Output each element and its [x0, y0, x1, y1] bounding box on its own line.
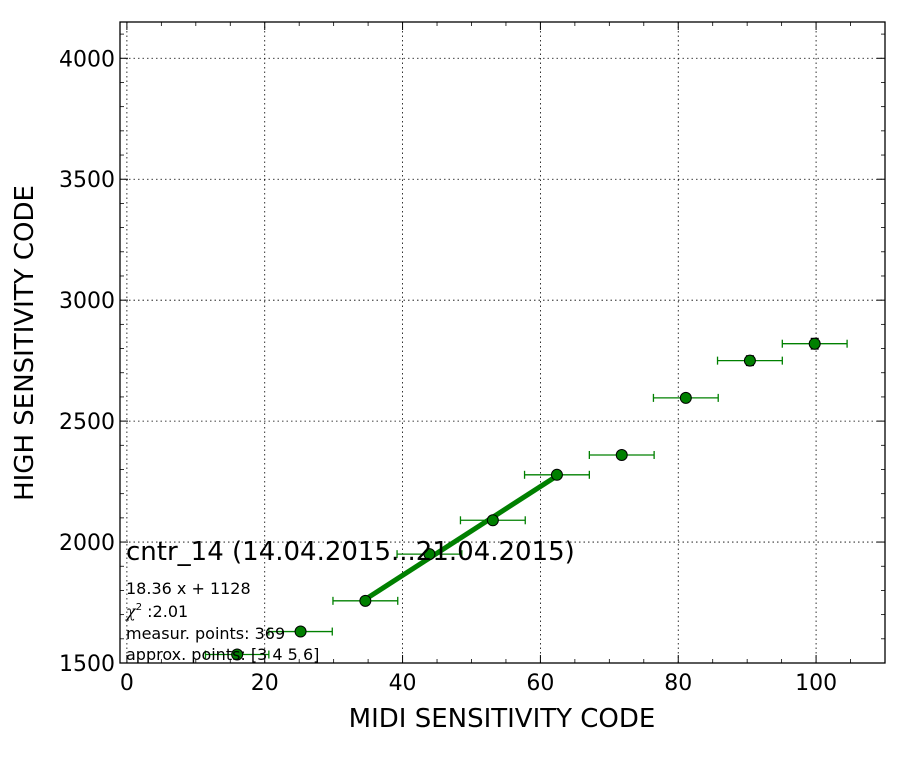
data-point [486, 514, 499, 527]
plot-frame [119, 21, 886, 664]
y-tick-label: 2000 [59, 531, 115, 556]
fit-line [363, 473, 559, 602]
data-point [615, 448, 628, 461]
x-tick-label: 20 [251, 671, 279, 696]
data-point [231, 648, 244, 661]
y-tick-label: 3500 [59, 168, 115, 193]
data-point-group [459, 514, 526, 527]
data-point-group [652, 391, 719, 404]
chart-title: cntr_14 (14.04.2015...21.04.2015) [126, 537, 575, 567]
tick-labels: 0 20 40 60 80 100 1500 2000 2500 3000 3500 4000 [59, 47, 837, 696]
approx-points-label: approx. points: [3 4 5 6] [126, 645, 319, 664]
x-tick-label: 80 [664, 671, 692, 696]
chi-squared-line: χ2 :2.01 [125, 602, 188, 621]
chi-symbol: χ [125, 602, 137, 621]
data-point-group [332, 594, 399, 607]
data-point [808, 337, 821, 350]
fit-equation: 18.36 x + 1128 [126, 579, 251, 598]
fit-line-group [363, 473, 559, 602]
chi-exponent: 2 [136, 602, 142, 613]
y-tick-label: 2500 [59, 410, 115, 435]
data-point-group [396, 548, 463, 561]
data-point-group [781, 337, 848, 350]
y-tick-label: 4000 [59, 47, 115, 72]
axis-ticks [120, 22, 886, 664]
y-tick-label: 3000 [59, 289, 115, 314]
measur-points-label: measur. points: 369 [126, 624, 285, 643]
data-point [359, 594, 372, 607]
data-point-group [204, 648, 270, 661]
grid [120, 22, 885, 663]
x-tick-label: 0 [120, 671, 134, 696]
data-point [423, 548, 436, 561]
data-point-group [523, 468, 590, 481]
chi-value: :2.01 [142, 602, 188, 621]
data-points [204, 337, 848, 661]
data-point [679, 391, 692, 404]
data-point [294, 625, 307, 638]
data-point-group [716, 354, 783, 367]
x-axis-label: MIDI SENSITIVITY CODE [349, 704, 656, 734]
data-point [550, 468, 563, 481]
data-point-group [268, 625, 333, 638]
y-axis-label: HIGH SENSITIVITY CODE [10, 185, 40, 501]
data-point-group [588, 448, 655, 461]
x-tick-label: 40 [389, 671, 417, 696]
data-point [743, 354, 756, 367]
y-tick-label: 1500 [59, 652, 115, 677]
x-tick-label: 100 [795, 671, 837, 696]
x-tick-label: 60 [526, 671, 554, 696]
